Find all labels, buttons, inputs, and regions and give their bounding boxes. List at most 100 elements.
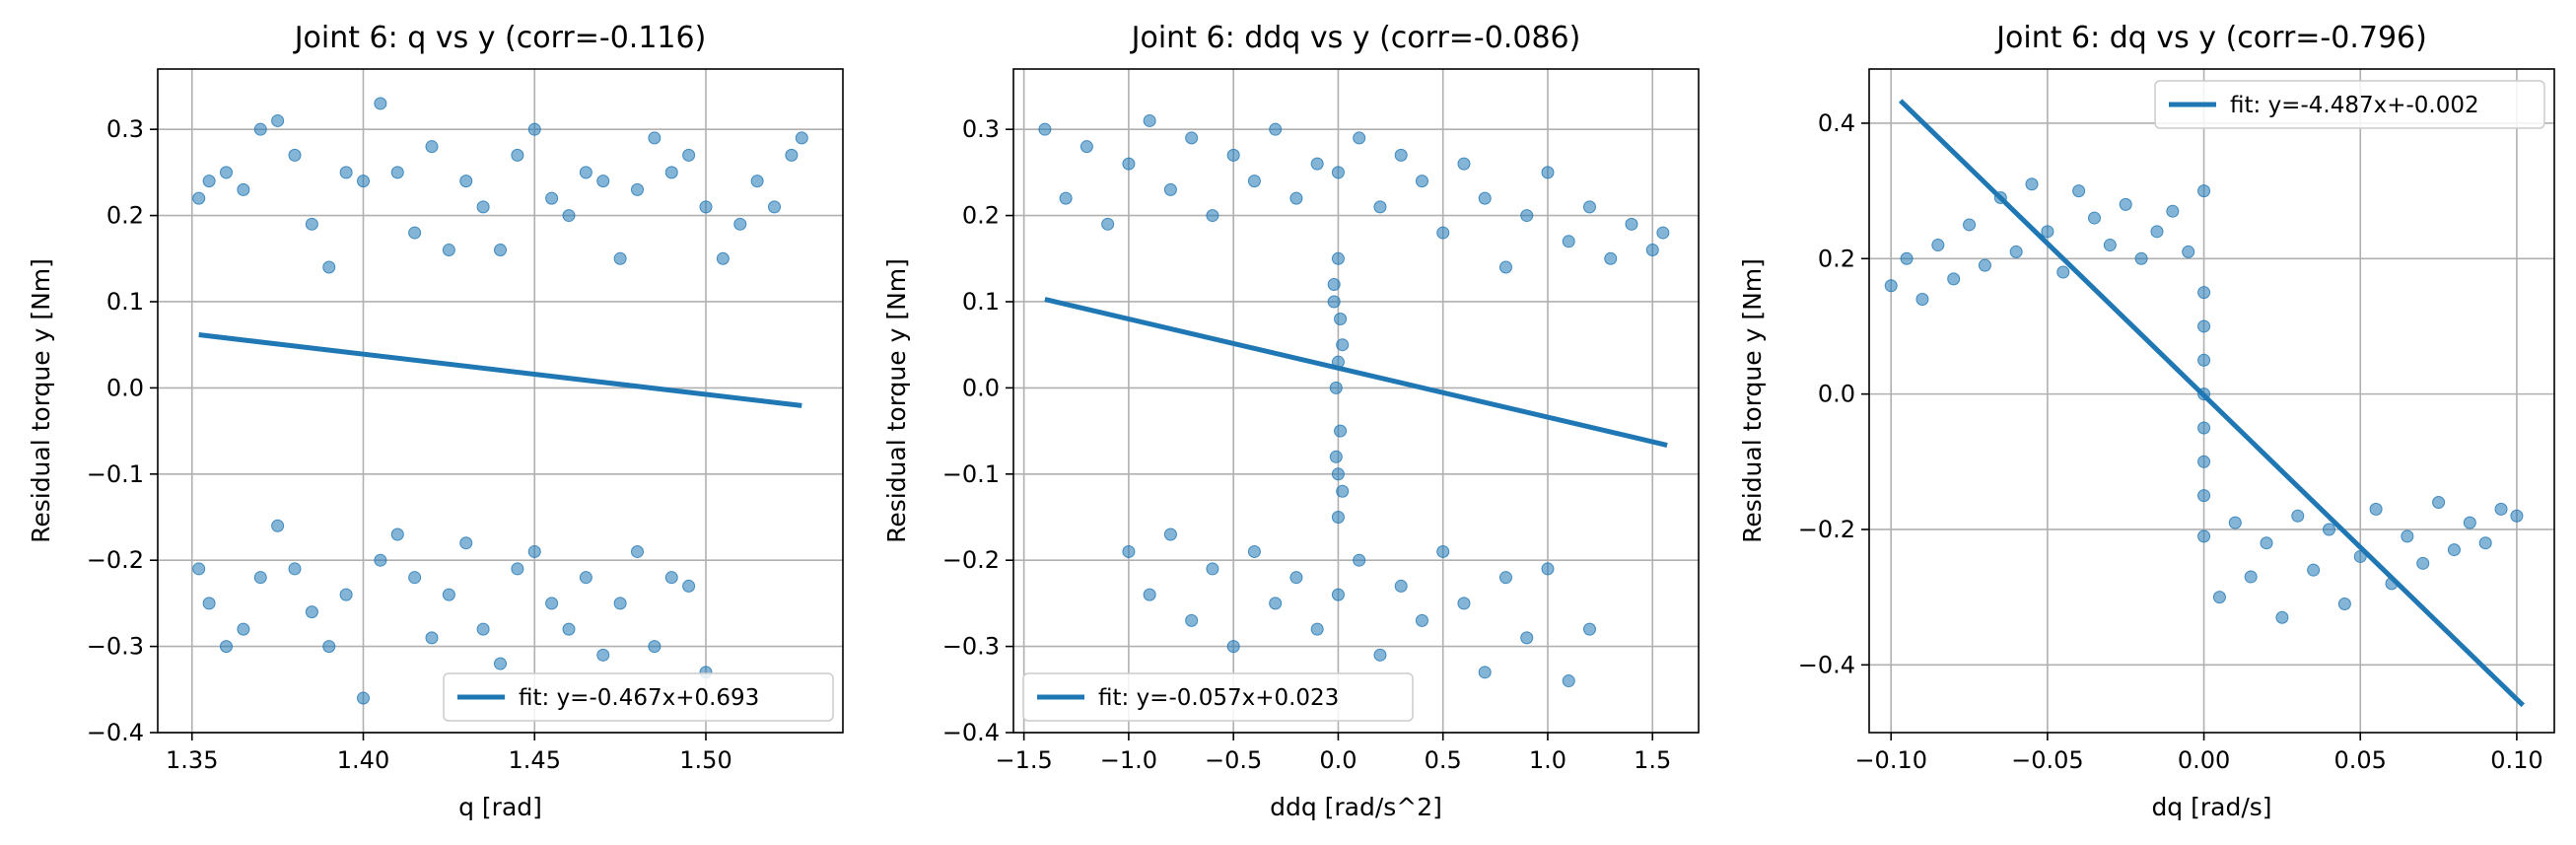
scatter-point xyxy=(2228,516,2242,529)
scatter-point xyxy=(322,640,336,654)
scatter-point xyxy=(1289,571,1303,585)
legend: fit: y=-0.467x+0.693 xyxy=(443,672,834,722)
scatter-point xyxy=(1625,217,1638,231)
x-tick-label: 0.05 xyxy=(2334,746,2387,774)
scatter-point xyxy=(2494,502,2508,516)
scatter-point xyxy=(596,648,610,662)
scatter-point xyxy=(357,175,370,188)
scatter-point xyxy=(494,657,507,670)
scatter-point xyxy=(2103,239,2117,252)
x-axis-label: q [rad] xyxy=(458,793,542,821)
x-tick-label: −0.05 xyxy=(2011,746,2084,774)
panel-q-vs-y: 1.35 1.40 1.45 1.50 −0.4 −0.3 −0.2 −0.1 0.0 0.1 0.… xyxy=(27,21,844,821)
y-tick-label: −0.4 xyxy=(942,719,1000,746)
scatter-point xyxy=(2291,509,2305,523)
scatter-point xyxy=(1415,175,1428,188)
scatter-point xyxy=(2510,509,2524,523)
y-tick-label: 0.0 xyxy=(106,374,144,401)
scatter-point xyxy=(1353,553,1366,567)
scatter-point xyxy=(2197,286,2211,300)
scatter-point xyxy=(1541,562,1555,576)
scatter-point xyxy=(1310,157,1324,171)
plot-area xyxy=(1038,113,1670,688)
scatter-point xyxy=(1457,597,1471,610)
y-tick-label: 0.2 xyxy=(106,202,144,230)
legend-label: fit: y=-4.487x+-0.002 xyxy=(2230,93,2479,118)
scatter-point xyxy=(511,148,524,162)
scatter-point xyxy=(271,519,285,532)
scatter-point xyxy=(1353,131,1366,145)
scatter-point xyxy=(425,631,439,645)
scatter-point xyxy=(750,175,764,188)
scatter-point xyxy=(1038,122,1052,136)
scatter-point xyxy=(1394,579,1408,593)
scatter-point xyxy=(2009,245,2023,258)
scatter-point xyxy=(1645,244,1659,257)
legend: fit: y=-0.057x+0.023 xyxy=(1022,672,1414,722)
y-tick-label: 0.3 xyxy=(106,115,144,143)
scatter-point xyxy=(2212,591,2226,604)
scatter-point xyxy=(2244,570,2258,584)
scatter-point xyxy=(2197,353,2211,367)
scatter-point xyxy=(1226,640,1240,654)
scatter-point xyxy=(2197,319,2211,333)
scatter-point xyxy=(2197,421,2211,435)
chart-title: Joint 6: dq vs y (corr=-0.796) xyxy=(1994,21,2427,55)
scatter-point xyxy=(1331,588,1345,601)
scatter-point xyxy=(699,200,713,214)
scatter-point xyxy=(1331,510,1345,524)
scatter-point xyxy=(2260,536,2273,550)
scatter-point xyxy=(2447,543,2461,557)
scatter-point xyxy=(1329,450,1343,463)
fit-line xyxy=(198,332,802,408)
scatter-point xyxy=(733,217,747,231)
scatter-point xyxy=(476,622,490,636)
legend-label: fit: y=-0.057x+0.023 xyxy=(1098,685,1339,711)
y-tick-label: −0.2 xyxy=(87,546,144,574)
scatter-point xyxy=(1247,175,1261,188)
scatter-point xyxy=(1373,200,1387,214)
scatter-point xyxy=(374,553,387,567)
scatter-point xyxy=(305,217,318,231)
scatter-point xyxy=(682,148,696,162)
y-axis-label: Residual torque y [Nm] xyxy=(1738,258,1767,543)
y-tick-label: −0.2 xyxy=(942,546,1000,574)
scatter-point xyxy=(202,175,216,188)
scatter-point xyxy=(1329,381,1343,394)
scatter-point xyxy=(192,562,206,576)
scatter-point xyxy=(1143,113,1156,127)
scatter-point xyxy=(648,131,661,145)
scatter-point xyxy=(2432,496,2446,510)
scatter-point xyxy=(288,562,302,576)
x-tick-label: 0.5 xyxy=(1425,746,1462,774)
scatter-point xyxy=(237,622,250,636)
scatter-point xyxy=(322,260,336,274)
scatter-point xyxy=(1206,209,1219,223)
legend-box xyxy=(443,672,834,722)
scatter-point xyxy=(2134,251,2148,265)
scatter-point xyxy=(220,166,233,179)
scatter-point xyxy=(253,122,267,136)
scatter-point xyxy=(1269,122,1283,136)
scatter-point xyxy=(511,562,524,576)
plot-area xyxy=(192,97,808,705)
scatter-point xyxy=(2307,563,2321,577)
y-tick-label: 0.0 xyxy=(1818,381,1855,408)
scatter-point xyxy=(408,226,422,240)
scatter-point xyxy=(2337,598,2351,611)
y-axis-label: Residual torque y [Nm] xyxy=(27,258,55,543)
scatter-point xyxy=(271,113,285,127)
scatter-point xyxy=(1900,251,1914,265)
scatter-point xyxy=(1334,424,1348,438)
x-tick-label: 1.50 xyxy=(679,746,731,774)
scatter-point xyxy=(2275,610,2289,624)
y-tick-label: 0.2 xyxy=(1818,245,1855,272)
x-tick-label: 1.0 xyxy=(1529,746,1566,774)
scatter-point xyxy=(202,597,216,610)
scatter-point xyxy=(1289,191,1303,205)
fit-line xyxy=(1044,297,1668,448)
scatter-point xyxy=(2416,556,2430,570)
x-tick-label: 1.35 xyxy=(166,746,218,774)
scatter-point xyxy=(192,191,206,205)
scatter-point xyxy=(1334,312,1348,325)
